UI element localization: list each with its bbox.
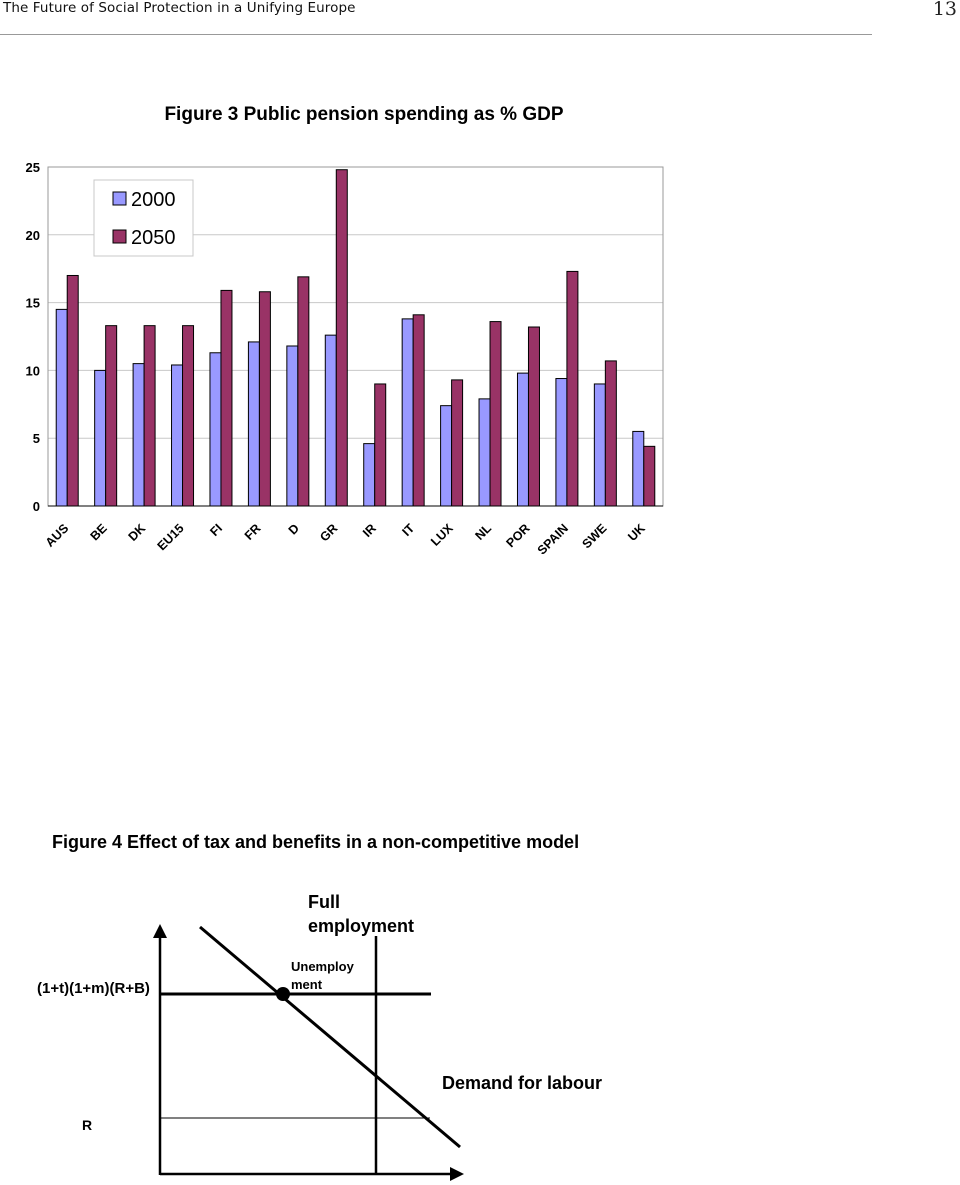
- bar-2000: [132, 363, 145, 507]
- x-tick-label: IT: [400, 521, 418, 539]
- bar-2050: [527, 326, 540, 507]
- y-axis-arrowhead: [153, 924, 167, 938]
- y-tick-label: 10: [26, 363, 40, 378]
- x-tick-label: DK: [126, 521, 149, 544]
- x-tick-label: LUX: [428, 521, 456, 549]
- y-tick-label: 5: [33, 431, 40, 446]
- bar-2050: [258, 291, 271, 507]
- bar-2050: [451, 379, 464, 507]
- legend-swatch-2000: [112, 191, 127, 206]
- bar-2000: [555, 378, 568, 507]
- x-tick-label: UK: [625, 521, 648, 544]
- bar-2000: [363, 443, 376, 507]
- x-tick-label: GR: [317, 521, 340, 544]
- x-tick-label: FI: [207, 521, 225, 539]
- bar-2050: [412, 314, 425, 507]
- bar-2050: [643, 445, 656, 507]
- pension-spending-chart: 0 5 10 15 20 25 AUS BE DK EU15 FI FR D GR IR IT LUX NL POR…: [26, 160, 664, 557]
- bar-2000: [632, 430, 645, 507]
- legend-swatch-2050: [112, 229, 127, 244]
- bar-2050: [105, 325, 118, 507]
- bar-2000: [401, 318, 414, 507]
- page-number: 13: [932, 0, 957, 20]
- x-tick-label: FR: [242, 521, 264, 543]
- header-rule: [0, 34, 872, 35]
- legend-box: [93, 179, 194, 257]
- bar-2000: [209, 352, 222, 507]
- demand-for-labour-label: Demand for labour: [442, 1073, 603, 1093]
- y-tick-label: 25: [26, 160, 40, 175]
- bar-2050: [66, 274, 79, 507]
- bar-2050: [374, 383, 387, 507]
- wage-level-label: (1+t)(1+m)(R+B): [37, 980, 150, 997]
- bar-2050: [489, 321, 502, 507]
- bar-2050: [566, 270, 579, 507]
- equilibrium-point: [276, 987, 290, 1001]
- bar-2050: [604, 360, 617, 507]
- reservation-wage-label: R: [82, 1117, 93, 1133]
- y-tick-label: 20: [26, 228, 40, 243]
- bar-2000: [593, 383, 606, 507]
- running-header: The Future of Social Protection in a Uni…: [0, 0, 960, 40]
- bar-2050: [297, 276, 310, 507]
- running-title: The Future of Social Protection in a Uni…: [3, 0, 356, 16]
- bar-2050: [220, 289, 233, 507]
- x-tick-label: AUS: [43, 521, 72, 550]
- y-tick-label: 15: [26, 296, 40, 311]
- x-tick-label: SPAIN: [535, 521, 571, 557]
- x-tick-label: BE: [88, 521, 110, 543]
- legend-label-2000: 2000: [131, 189, 176, 211]
- bar-2000: [286, 345, 299, 507]
- figure-3-title: Figure 3 Public pension spending as % GD…: [164, 104, 564, 125]
- x-axis-arrowhead: [450, 1167, 464, 1181]
- x-tick-label: D: [286, 521, 302, 537]
- unemployment-label: Unemploy ment: [291, 959, 354, 992]
- bar-2000: [478, 398, 491, 507]
- x-tick-label: POR: [504, 521, 533, 550]
- bar-2050: [335, 169, 348, 507]
- x-tick-label: NL: [472, 521, 494, 543]
- bar-2000: [440, 405, 453, 507]
- bar-2000: [247, 341, 260, 507]
- bar-2000: [55, 308, 68, 507]
- legend-label-2050: 2050: [131, 227, 176, 249]
- figure-4-title: Figure 4 Effect of tax and benefits in a…: [52, 832, 580, 852]
- bar-2000: [94, 369, 107, 507]
- bar-2050: [182, 325, 195, 507]
- x-tick-label: EU15: [155, 521, 187, 553]
- bar-2050: [143, 325, 156, 507]
- y-tick-label: 0: [33, 499, 40, 514]
- bar-2000: [324, 334, 337, 507]
- x-tick-label: IR: [360, 521, 379, 540]
- bar-2000: [171, 364, 184, 507]
- full-employment-label: Full employment: [308, 892, 415, 936]
- x-tick-label: SWE: [579, 521, 609, 551]
- bar-2000: [516, 372, 529, 507]
